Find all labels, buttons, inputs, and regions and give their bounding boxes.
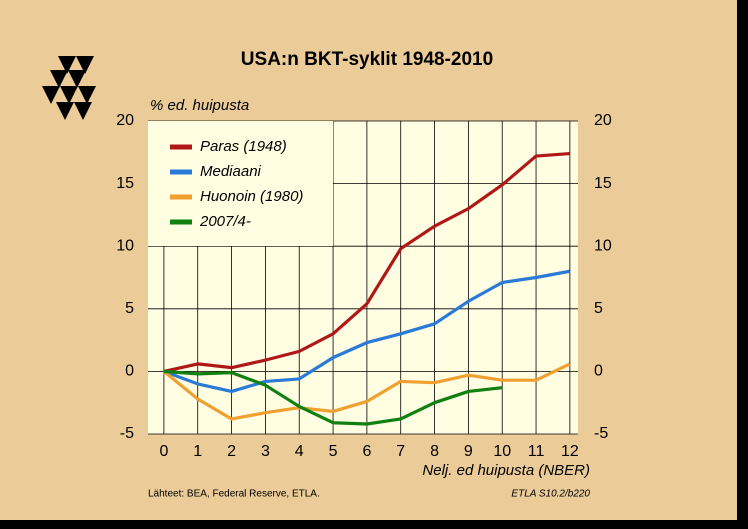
legend-label: Paras (1948) [200,138,287,155]
y-tick-label: 15 [116,175,134,192]
y2-tick-label: -5 [594,425,608,442]
series-line [163,369,503,426]
x-tick-label: 6 [362,443,371,460]
x-tick-label: 4 [295,443,304,460]
x-tick-label: 11 [528,443,545,460]
x-tick-label: 2 [227,443,236,460]
y-tick-label: 20 [116,112,134,129]
series-line [163,269,571,394]
x-tick-label: 5 [329,443,338,460]
x-tick-label: 12 [561,443,579,460]
legend-label: 2007/4- [199,213,251,230]
code: ETLA S10.2/b220 [511,489,590,500]
x-tick-label: 8 [430,443,439,460]
y2-tick-label: 15 [594,175,612,192]
x-tick-label: 1 [193,443,202,460]
series-line [162,362,571,421]
legend-box [148,121,333,246]
y2-tick-label: 0 [594,363,603,380]
y2-tick-label: 5 [594,300,603,317]
x-tick-label: 3 [261,443,270,460]
y-tick-label: -5 [120,425,134,442]
x-tick-label: 7 [396,443,405,460]
y-tick-label: 10 [116,237,134,254]
source: Lähteet: BEA, Federal Reserve, ETLA. [148,489,320,500]
legend-label: Mediaani [200,163,262,180]
series-line [163,151,570,373]
y2-tick-label: 20 [594,112,612,129]
y-tick-label: 0 [125,363,134,380]
x-tick-label: 10 [493,443,511,460]
x-tick-label: 0 [159,443,168,460]
y-tick-label: 5 [125,300,134,317]
lines [162,151,571,426]
y2-tick-label: 10 [594,237,612,254]
chart-title: USA:n BKT-syklit 1948-2010 [241,49,493,70]
x-axis-label: Nelj. ed huipusta (NBER) [422,462,590,479]
y-axis-label: % ed. huipusta [150,97,249,114]
x-tick-label: 9 [464,443,473,460]
logo [42,56,96,120]
legend-label: Huonoin (1980) [200,188,303,205]
